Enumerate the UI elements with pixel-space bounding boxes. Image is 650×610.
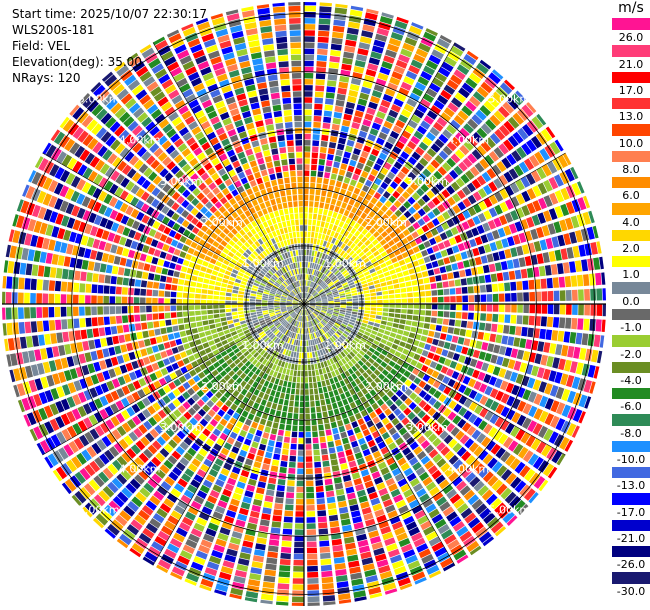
elevation-label: Elevation(deg): 35.00 [12,55,142,69]
azimuth-spoke [42,303,305,456]
colorbar-tick-label: -21.0 [612,531,650,547]
range-ring-label: 2.00km [365,380,407,393]
azimuth-spoke [42,152,305,305]
colorbar-tick-label: 4.0 [612,214,650,230]
start-time-label: Start time: 2025/10/07 22:30:17 [12,7,207,21]
colorbar-tick-label: -30.0 [612,583,650,599]
range-ring-label: 4.00km [119,134,161,147]
colorbar-tick-label: -6.0 [612,399,650,415]
gate-group [6,2,590,606]
gate-group [2,7,584,603]
colorbar-tick-label: 8.0 [612,162,650,177]
colorbar-tick-label: -8.0 [612,425,650,441]
colorbar-tick-label: 6.0 [612,188,650,204]
range-ring-label: 3.00km [406,421,448,434]
colorbar-tick-label: -17.0 [612,504,650,520]
range-ring-label: 1.00km [324,339,366,352]
range-ring-label: 4.00km [448,462,490,475]
range-ring-label: 4.00km [448,134,490,147]
colorbar-tick-label: 13.0 [612,109,650,125]
gate-group [11,22,584,581]
azimuth-spoke [303,42,456,305]
colorbar-tick-label: 0.0 [612,293,650,309]
gate-group [6,2,606,589]
colorbar-tick-label: 21.0 [612,56,650,72]
azimuth-spoke [152,42,305,305]
colorbar-tick-label: -26.0 [612,557,650,573]
colorbar: 26.0 21.0 17.0 13.0 10.0 8.0 6.0 4.0 2.0 1.0 0.0 -1… [612,18,650,599]
colorbar-tick-label: 26.0 [612,30,650,46]
range-ring-label: 2.00km [201,216,243,229]
gate-group [8,18,599,584]
range-ring-label: 2.00km [201,380,243,393]
colorbar-tick-label: 17.0 [612,82,650,98]
range-ring-label: 5.00km [78,503,120,516]
range-ring-label: 4.00km [119,462,161,475]
range-ring-label: 1.00km [242,339,284,352]
gate-group [9,6,590,601]
colorbar-tick-label: 1.0 [612,267,650,283]
range-ring [129,129,479,479]
gate-group [5,13,601,590]
info-block: Start time: 2025/10/07 22:30:17 WLS200s-… [12,6,207,86]
range-ring-label: 5.00km [489,503,531,516]
range-ring-label: 2.00km [365,216,407,229]
range-ring-label: 3.00km [160,175,202,188]
range-ring-label: 1.00km [242,257,284,270]
range-ring [71,71,537,537]
field-label: Field: VEL [12,39,71,53]
gate-group [3,16,601,606]
range-ring-label: 5.00km [489,93,531,106]
colorbar-tick-label: -13.0 [612,478,650,494]
nrays-label: NRays: 120 [12,71,81,85]
azimuth-spoke [303,303,566,456]
azimuth-spoke [303,303,456,566]
azimuth-spoke [303,152,566,305]
colorbar-unit: m/s [618,0,644,16]
range-ring-label: 3.00km [160,421,202,434]
range-ring [187,187,421,421]
range-ring [245,245,363,363]
range-ring-label: 3.00km [406,175,448,188]
colorbar-tick-label: -10.0 [612,452,650,467]
colorbar-tick-label: 2.0 [612,241,650,257]
range-ring-label: 5.00km [78,93,120,106]
colorbar-tick-label: -2.0 [612,346,650,362]
range-ring [13,13,595,595]
gate-group [13,8,593,597]
ppi-plot: 1.00km 1.00km 1.00km 1.00km 2.00km 2.00km 2.00… [2,2,606,607]
instrument-label: WLS200s-181 [12,23,95,37]
colorbar-tick-label: -4.0 [612,372,650,388]
colorbar-tick-label: -1.0 [612,320,650,336]
range-ring-label: 1.00km [324,257,366,270]
colorbar-tick-label: 10.0 [612,135,650,151]
azimuth-spoke [152,303,305,566]
